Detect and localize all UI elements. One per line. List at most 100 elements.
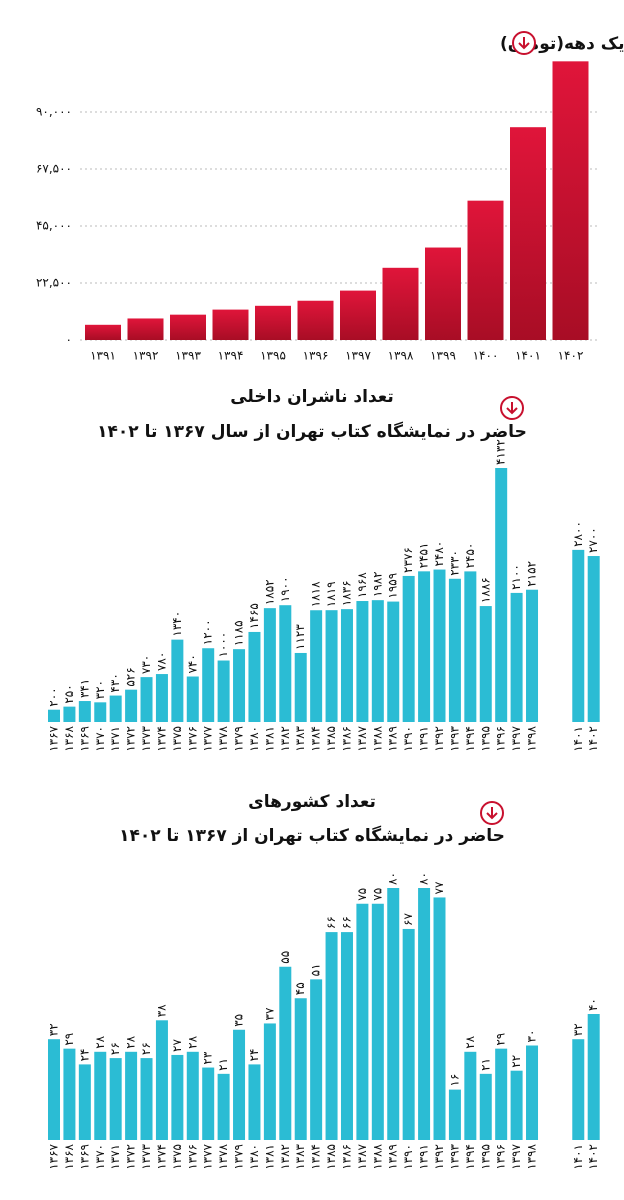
bar bbox=[294, 652, 307, 722]
x-tick-label: ۱۴۰۲ bbox=[586, 726, 600, 752]
x-tick-label: ۱۳۷۵ bbox=[170, 726, 184, 752]
chart-title: تعداد ناشران داخلی bbox=[230, 387, 394, 407]
bar bbox=[263, 608, 276, 722]
value-label: ۳۲ bbox=[571, 1023, 585, 1036]
bar bbox=[186, 676, 199, 722]
x-tick-label: ۱۳۹۷ bbox=[509, 725, 523, 751]
x-tick-label: ۱۳۷۵ bbox=[170, 1144, 184, 1170]
x-tick-label: ۱۳۸۱ bbox=[262, 726, 276, 752]
bar bbox=[356, 903, 369, 1140]
bar bbox=[425, 247, 461, 340]
value-label: ۱۹۸۲ bbox=[370, 571, 384, 597]
y-tick-label: ۲۲,۵۰۰ bbox=[36, 276, 72, 290]
x-tick-label: ۱۴۰۱ bbox=[571, 1144, 585, 1170]
x-tick-label: ۱۳۷۶ bbox=[185, 1144, 199, 1170]
bar bbox=[433, 569, 446, 722]
x-tick-label: ۱۳۷۷ bbox=[201, 725, 215, 751]
x-tick-label: ۱۳۹۴ bbox=[463, 726, 477, 752]
bar bbox=[279, 605, 292, 722]
bar bbox=[297, 300, 334, 340]
value-label: ۲۳ bbox=[201, 1051, 215, 1064]
bar bbox=[340, 932, 353, 1140]
value-label: ۱۹۰۰ bbox=[278, 576, 292, 602]
value-label: ۲۳۳۰ bbox=[447, 550, 461, 576]
x-tick-label: ۱۳۷۳ bbox=[139, 1143, 153, 1169]
bar bbox=[340, 290, 376, 340]
y-tick-label: ۰ bbox=[66, 333, 72, 347]
x-tick-label: ۱۳۸۹ bbox=[386, 1144, 400, 1170]
x-tick-label: ۱۳۸۹ bbox=[386, 726, 400, 752]
value-label: ۵۱ bbox=[309, 963, 323, 976]
x-tick-label: ۱۳۸۵ bbox=[324, 726, 338, 752]
value-label: ۶۶ bbox=[324, 916, 338, 929]
x-tick-label: ۱۳۹۰ bbox=[401, 726, 415, 752]
bar bbox=[526, 1045, 539, 1140]
x-tick-label: ۱۳۷۲ bbox=[124, 726, 138, 752]
y-tick-label: ۹۰,۰۰۰ bbox=[36, 105, 72, 119]
x-tick-label: ۱۳۹۱ bbox=[417, 726, 431, 752]
chart-subtitle: حاضر در نمایشگاه کتاب تهران از سال ۱۳۶۷ … bbox=[97, 421, 527, 442]
bar bbox=[212, 309, 249, 340]
bar bbox=[552, 61, 589, 340]
value-label: ۳۸ bbox=[154, 1004, 168, 1017]
x-tick-label: ۱۳۸۶ bbox=[339, 1144, 353, 1170]
value-label: ۲۷ bbox=[170, 1039, 184, 1052]
value-label: ۷۷ bbox=[432, 881, 446, 894]
value-label: ۱۳۴۰ bbox=[170, 611, 184, 637]
x-tick-label: ۱۳۸۱ bbox=[262, 1144, 276, 1170]
value-label: ۱۹۶۸ bbox=[355, 572, 369, 598]
x-tick-label: ۱۳۶۸ bbox=[62, 725, 76, 751]
bar bbox=[248, 631, 261, 722]
x-tick-label: ۱۳۹۵ bbox=[478, 726, 492, 752]
bar bbox=[171, 639, 184, 722]
value-label: ۶۶ bbox=[339, 916, 353, 929]
x-tick-label: ۱۳۷۴ bbox=[154, 726, 168, 752]
x-tick-label: ۱۳۹۴ bbox=[463, 1144, 477, 1170]
value-label: ۲۴ bbox=[247, 1049, 261, 1062]
bar bbox=[140, 1058, 153, 1140]
bar bbox=[125, 1051, 138, 1140]
arrow-icon bbox=[512, 31, 536, 55]
value-label: ۷۳۰ bbox=[139, 655, 153, 674]
x-tick-label: ۱۳۹۸ bbox=[525, 1143, 539, 1169]
x-tick-label: ۱۳۹۶ bbox=[494, 726, 508, 752]
bar bbox=[587, 1014, 600, 1140]
x-tick-label: ۱۳۸۷ bbox=[355, 1143, 369, 1169]
value-label: ۸۰ bbox=[386, 872, 400, 885]
bar bbox=[433, 897, 446, 1140]
value-label: ۱۱۸۵ bbox=[232, 620, 246, 646]
x-tick-label: ۱۳۹۱ bbox=[90, 349, 116, 363]
value-label: ۲۴۵۰ bbox=[463, 543, 477, 569]
bar bbox=[202, 1067, 215, 1140]
x-tick-label: ۱۳۷۳ bbox=[139, 725, 153, 751]
x-tick-label: ۱۳۸۰ bbox=[247, 726, 261, 752]
bar bbox=[279, 966, 292, 1140]
bar bbox=[402, 928, 415, 1140]
x-tick-label: ۱۳۹۶ bbox=[303, 349, 329, 363]
value-label: ۱۸۱۸ bbox=[309, 581, 323, 607]
bar bbox=[217, 1073, 230, 1140]
value-label: ۲۲ bbox=[509, 1055, 523, 1068]
bar bbox=[140, 677, 153, 722]
x-tick-label: ۱۳۹۸ bbox=[525, 725, 539, 751]
bar bbox=[572, 549, 585, 722]
value-label: ۲۸ bbox=[93, 1035, 107, 1048]
x-tick-label: ۱۳۶۷ bbox=[47, 725, 61, 751]
value-label: ۷۴۰ bbox=[185, 654, 199, 673]
x-tick-label: ۱۳۹۸ bbox=[388, 349, 414, 363]
x-tick-label: ۱۳۹۰ bbox=[401, 1144, 415, 1170]
x-tick-label: ۱۳۶۹ bbox=[77, 1144, 91, 1170]
bar bbox=[263, 1023, 276, 1140]
bar bbox=[248, 1064, 261, 1140]
bar bbox=[325, 932, 338, 1140]
bar bbox=[495, 468, 508, 722]
bar bbox=[510, 1070, 523, 1140]
value-label: ۱۸۸۶ bbox=[478, 577, 492, 603]
bar bbox=[448, 578, 461, 722]
x-tick-label: ۱۳۹۹ bbox=[430, 349, 456, 363]
x-tick-label: ۱۳۷۸ bbox=[216, 1143, 230, 1169]
x-tick-label: ۱۴۰۲ bbox=[586, 1144, 600, 1170]
bar bbox=[448, 1089, 461, 1140]
arrow-icon bbox=[500, 396, 524, 420]
